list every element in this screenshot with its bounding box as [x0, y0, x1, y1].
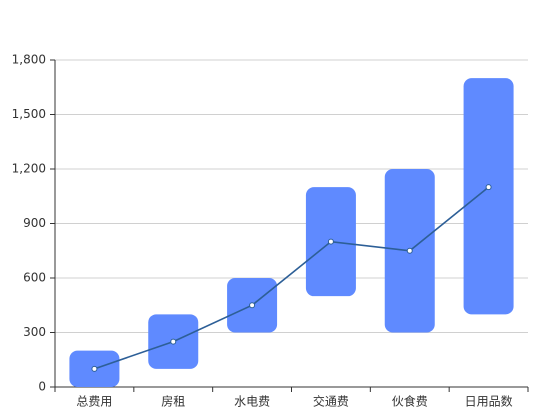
- y-tick-label: 1,800: [12, 53, 46, 67]
- line-point: [170, 338, 177, 345]
- line: [94, 186, 490, 370]
- y-tick-label: 0: [38, 380, 46, 394]
- x-tick-label: 房租: [161, 394, 185, 409]
- x-tick-label: 伙食费: [392, 394, 428, 409]
- line-point: [485, 184, 492, 191]
- x-tick-label: 总费用: [76, 395, 112, 409]
- y-tick-label: 900: [23, 216, 46, 230]
- y-tick-label: 1,200: [12, 162, 46, 176]
- line-point: [91, 365, 98, 372]
- range-bar: [463, 78, 514, 315]
- x-tick-label: 日用品数: [465, 394, 513, 409]
- x-tick-label: 交通费: [313, 394, 349, 409]
- y-tick-label: 1,500: [12, 107, 46, 121]
- line-point: [406, 247, 413, 254]
- line-point: [249, 302, 256, 309]
- x-tick-label: 水电费: [234, 395, 270, 409]
- y-tick-label: 600: [23, 271, 46, 285]
- line-point: [327, 238, 334, 245]
- y-tick-label: 300: [23, 325, 46, 339]
